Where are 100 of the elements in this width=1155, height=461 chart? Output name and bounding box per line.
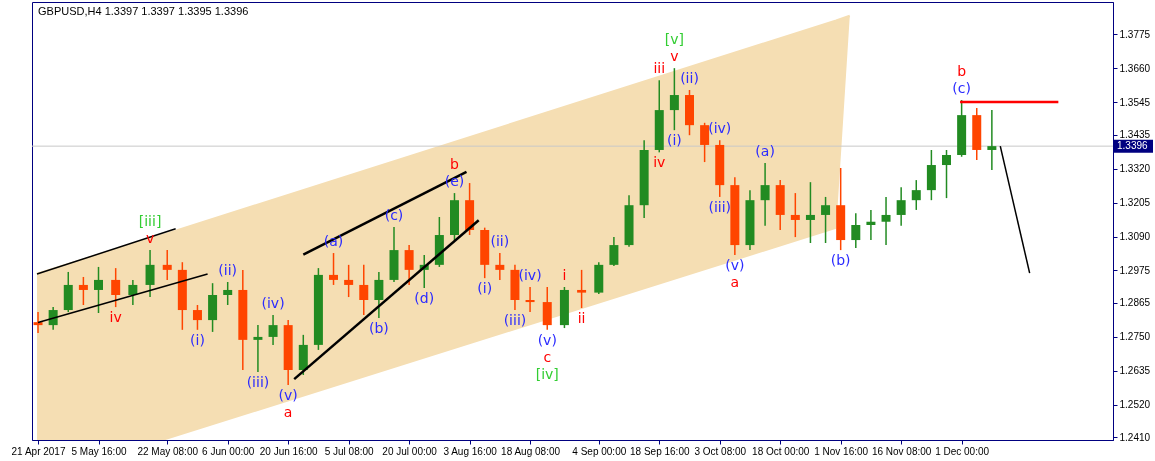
annotation: (iii) <box>503 312 527 329</box>
y-tick-label: 1.3320 <box>1119 163 1151 175</box>
annotation: (iv) <box>518 267 542 284</box>
y-tick-label: 1.2635 <box>1119 365 1151 377</box>
candlestick <box>790 192 800 238</box>
x-tick-label: 1 Dec 00:00 <box>935 445 990 457</box>
x-tick-label: 16 Nov 08:00 <box>871 445 932 457</box>
annotation: v <box>670 48 679 65</box>
annotation: a <box>283 404 293 421</box>
candlestick <box>162 249 172 281</box>
x-tick-label: 6 Jun 00:00 <box>202 445 255 457</box>
candlestick <box>700 122 710 163</box>
annotation: b <box>450 156 460 173</box>
candlestick <box>821 196 831 244</box>
chart-title: GBPUSD,H4 1.3397 1.3397 1.3395 1.3396 <box>38 5 249 17</box>
candlestick <box>495 252 505 281</box>
candlestick <box>881 196 891 246</box>
x-tick-label: 18 Aug 08:00 <box>501 445 561 457</box>
y-tick-label: 1.2410 <box>1119 431 1151 443</box>
candlestick <box>609 236 619 267</box>
annotation: (i) <box>477 280 493 297</box>
annotation: (e) <box>444 173 465 190</box>
annotation: i <box>562 267 567 284</box>
x-tick-label: 20 Jun 16:00 <box>259 445 319 457</box>
y-tick-label: 1.2975 <box>1119 264 1151 276</box>
candlestick <box>128 279 138 306</box>
candlestick <box>577 269 587 309</box>
annotation: iv <box>109 309 122 326</box>
y-tick-label: 1.3545 <box>1119 96 1151 108</box>
candlestick <box>404 244 414 286</box>
x-tick-label: 22 May 08:00 <box>137 445 199 457</box>
x-tick-label: 4 Sep 00:00 <box>572 445 627 457</box>
annotation: (ii) <box>490 233 510 250</box>
annotation: (i) <box>190 331 205 348</box>
x-tick-label: 20 Jul 00:00 <box>382 445 438 457</box>
annotation: (ii) <box>680 70 699 87</box>
x-tick-label: 1 Nov 16:00 <box>814 445 869 457</box>
y-tick-label: 1.3090 <box>1119 231 1151 243</box>
annotation: (v) <box>537 331 557 348</box>
candlestick <box>760 162 770 227</box>
candlestick <box>94 266 103 314</box>
candlestick <box>329 252 339 286</box>
candlestick <box>223 281 233 306</box>
y-tick-label: 1.3660 <box>1119 62 1151 74</box>
annotation: (iv) <box>708 120 732 137</box>
annotation: b <box>957 63 967 80</box>
annotation: ii <box>577 309 586 326</box>
annotation: (i) <box>666 132 682 149</box>
annotation: [iii] <box>138 213 162 230</box>
candlestick <box>78 276 88 306</box>
candlestick <box>253 324 263 373</box>
x-tick-label: 18 Sep 16:00 <box>630 445 690 457</box>
candlestick <box>896 186 906 227</box>
annotation: (ii) <box>218 261 238 278</box>
candlestick <box>359 264 369 316</box>
annotation: (b) <box>368 320 389 337</box>
annotation: (iv) <box>261 295 285 312</box>
candlestick <box>911 179 921 211</box>
annotation: (c) <box>384 207 404 224</box>
candlestick <box>542 286 552 331</box>
candlestick <box>374 271 384 319</box>
candlestick <box>851 212 861 249</box>
y-tick-label: 1.2865 <box>1119 297 1151 309</box>
annotation: (c) <box>952 80 971 97</box>
candlestick <box>344 264 354 298</box>
candlestick <box>145 249 155 298</box>
x-tick-label: 3 Aug 16:00 <box>443 445 498 457</box>
x-tick-label: 21 Apr 2017 <box>11 445 66 457</box>
candlestick <box>987 109 997 171</box>
ref-line-label: 1.3396 <box>1117 140 1149 152</box>
annotation: (d) <box>414 289 435 306</box>
candlestick <box>525 286 535 313</box>
x-tick-label: 3 Oct 08:00 <box>694 445 747 457</box>
annotation: (iii) <box>246 374 270 391</box>
candlestick <box>268 314 278 346</box>
annotation: c <box>543 348 552 365</box>
annotation: (a) <box>755 142 775 159</box>
x-tick-label: 5 Jul 08:00 <box>324 445 375 457</box>
annotation: (v) <box>725 257 745 274</box>
y-tick-label: 1.3775 <box>1119 28 1151 40</box>
annotation: (b) <box>830 252 851 269</box>
candlestick <box>805 181 815 244</box>
x-tick-label: 5 May 16:00 <box>71 445 127 457</box>
y-tick-label: 1.3205 <box>1119 197 1151 209</box>
candlestick <box>192 304 202 331</box>
annotation: iv <box>653 154 666 171</box>
annotation: iii <box>653 60 666 77</box>
x-tick-label: 18 Oct 00:00 <box>752 445 810 457</box>
annotation: (iii) <box>708 198 732 215</box>
annotation: [iv] <box>535 365 559 382</box>
y-tick-label: 1.3435 <box>1119 129 1151 141</box>
annotation: a <box>730 274 740 291</box>
annotation: [v] <box>664 31 684 48</box>
candlestick <box>942 149 952 199</box>
y-tick-label: 1.2520 <box>1119 399 1151 411</box>
y-tick-label: 1.2750 <box>1119 331 1151 343</box>
annotation: (v) <box>278 387 298 404</box>
candlestick <box>866 209 876 241</box>
candlestick <box>669 67 679 131</box>
candlestick <box>111 267 121 308</box>
